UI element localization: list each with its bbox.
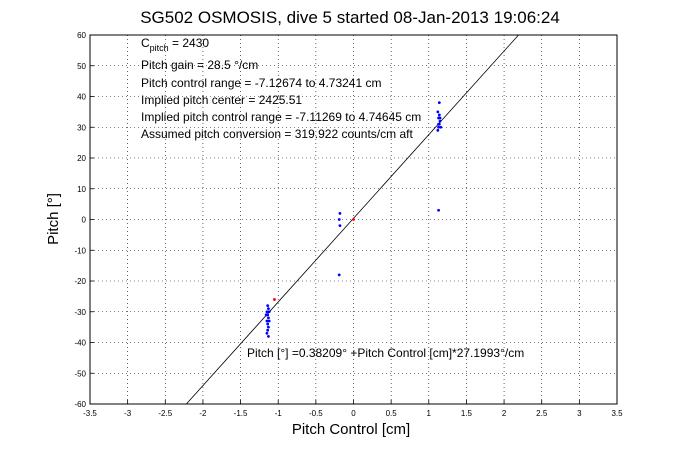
c-pitch-annotation: Cpitch = 2430 (141, 36, 209, 53)
fit-equation-label: Pitch [°] =0.38209° +Pitch Control [cm]*… (247, 346, 524, 360)
data-point (437, 208, 440, 212)
data-point (265, 310, 269, 314)
data-point (338, 211, 342, 215)
y-tick-label: 20 (77, 154, 86, 163)
x-axis-label: Pitch Control [cm] (292, 421, 410, 438)
data-point (437, 125, 440, 129)
y-tick-label: -20 (74, 277, 86, 286)
x-tick-label: -1 (275, 409, 283, 418)
x-tick-label: 3.5 (611, 409, 623, 418)
data-point (266, 304, 270, 307)
x-tick-label: 3 (577, 409, 582, 418)
data-point (267, 319, 271, 323)
data-point (437, 101, 441, 105)
data-point (352, 218, 355, 221)
x-tick-label: -2.5 (158, 409, 172, 418)
data-point (266, 328, 270, 332)
data-point (266, 322, 270, 326)
data-point (265, 331, 269, 335)
data-point (338, 224, 342, 228)
x-tick-label: 0.5 (386, 409, 398, 418)
data-point (264, 313, 268, 317)
y-axis: 60 50 40 30 20 10 0 -10 -20 -30 -40 -50 -60 (74, 31, 94, 409)
y-axis-label: Pitch [°] (45, 193, 62, 245)
data-point (436, 128, 440, 132)
y-tick-label: -10 (74, 246, 86, 255)
data-point (267, 325, 270, 329)
x-tick-label: 1 (427, 409, 432, 418)
pitch-control-range-annotation: Pitch control range = -7.12674 to 4.7324… (141, 76, 382, 90)
y-tick-label: 0 (82, 216, 87, 225)
x-tick-label: 2.5 (536, 409, 548, 418)
data-point (436, 110, 440, 114)
y-tick-label: 40 (77, 93, 86, 102)
data-point (265, 319, 269, 323)
data-points (264, 101, 443, 338)
x-tick-label: -1.5 (234, 409, 248, 418)
data-point (267, 316, 270, 320)
data-point (438, 119, 442, 123)
data-point (437, 122, 440, 126)
y-tick-label: 50 (77, 62, 86, 71)
chart-title: SG502 OSMOSIS, dive 5 started 08-Jan-201… (140, 8, 560, 27)
data-point (267, 310, 271, 314)
annotation-block: Cpitch = 2430 Pitch gain = 28.5 °/cm Pit… (141, 36, 421, 141)
assumed-pitch-conversion-annotation: Assumed pitch conversion = 319.922 count… (141, 127, 413, 141)
x-tick-label: 1.5 (461, 409, 473, 418)
y-tick-label: -30 (74, 308, 86, 317)
data-point (267, 334, 270, 338)
y-tick-label: 30 (77, 123, 86, 132)
y-tick-label: -60 (74, 400, 86, 409)
data-point (438, 116, 442, 120)
data-point (273, 298, 276, 301)
y-tick-label: 10 (77, 185, 86, 194)
c-pitch-subscript: pitch (150, 43, 169, 53)
data-point (337, 218, 341, 221)
x-tick-label: -3.5 (83, 409, 97, 418)
x-tick-label: 0 (351, 409, 356, 418)
x-tick-label: 2 (502, 409, 507, 418)
data-point (267, 307, 270, 311)
c-pitch-value: = 2430 (169, 36, 210, 50)
pitch-gain-annotation: Pitch gain = 28.5 °/cm (141, 58, 258, 72)
y-tick-label: -40 (74, 339, 86, 348)
x-tick-label: -2 (199, 409, 207, 418)
implied-pitch-control-range-annotation: Implied pitch control range = -7.11269 t… (141, 110, 421, 124)
x-axis: -3.5 -3 -2.5 -2 -1.5 -1 -0.5 0 0.5 1 1.5 2 2.5 3 3.5 (83, 400, 623, 418)
y-tick-label: 60 (77, 31, 86, 40)
data-point (439, 125, 443, 129)
implied-pitch-center-annotation: Implied pitch center = 2425.51 (141, 93, 302, 107)
x-tick-label: -3 (124, 409, 132, 418)
c-pitch-prefix: C (141, 36, 150, 50)
y-tick-label: -50 (74, 369, 86, 378)
data-point (437, 113, 441, 117)
data-point (337, 273, 341, 277)
x-tick-label: -0.5 (309, 409, 323, 418)
plot-area: -3.5 -3 -2.5 -2 -1.5 -1 -0.5 0 0.5 1 1.5 2 2.5 3 3.5 6… (74, 31, 623, 418)
